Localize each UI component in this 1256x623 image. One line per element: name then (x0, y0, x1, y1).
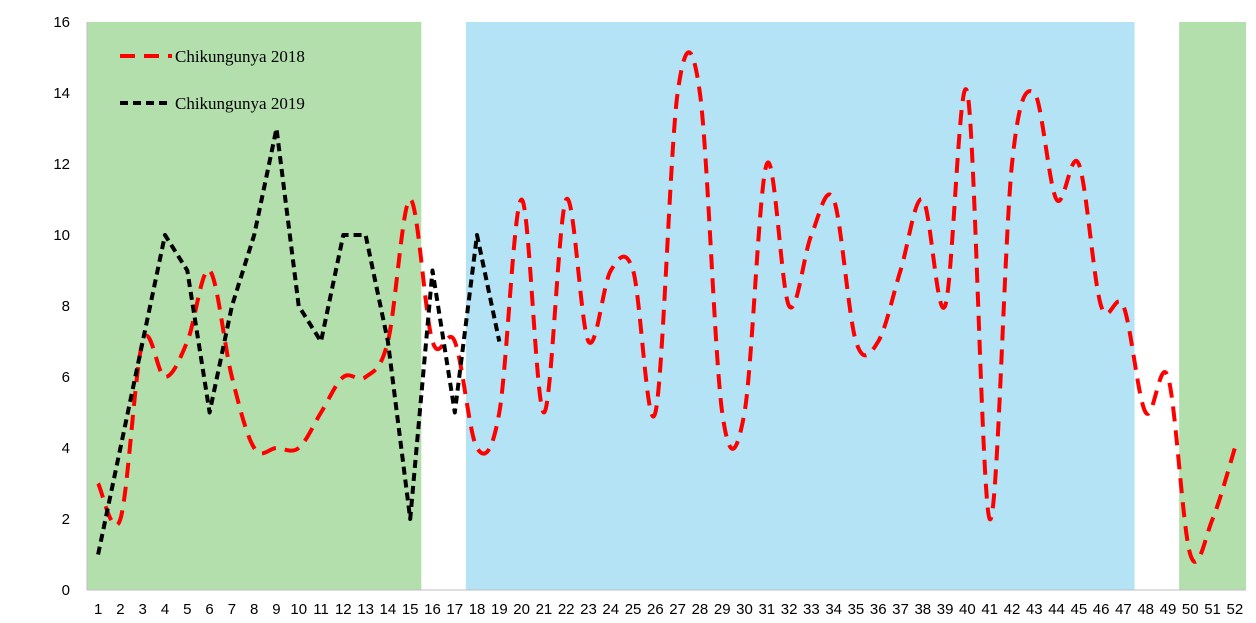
x-tick-label: 5 (183, 601, 191, 618)
x-tick-label: 6 (205, 601, 213, 618)
x-tick-label: 23 (580, 601, 597, 618)
x-tick-label: 29 (714, 601, 731, 618)
x-tick-label: 9 (272, 601, 280, 618)
x-tick-label: 7 (228, 601, 236, 618)
x-tick-label: 3 (139, 601, 147, 618)
x-tick-label: 17 (446, 601, 463, 618)
x-tick-label: 8 (250, 601, 258, 618)
x-tick-label: 10 (290, 601, 307, 618)
x-tick-label: 19 (491, 601, 508, 618)
x-tick-label: 32 (781, 601, 798, 618)
x-tick-label: 39 (937, 601, 954, 618)
x-tick-label: 48 (1137, 601, 1154, 618)
x-tick-label: 42 (1004, 601, 1021, 618)
series-line-chikungunya-2019 (96, 126, 502, 555)
x-tick-label: 24 (602, 601, 619, 618)
background-bands (87, 22, 1246, 590)
x-tick-label: 14 (380, 601, 397, 618)
x-tick-label: 37 (892, 601, 909, 618)
y-tick-labels: 0 2 4 6 8 10 12 14 16 (53, 14, 70, 599)
x-tick-label: 4 (161, 601, 169, 618)
x-tick-label: 11 (313, 601, 329, 618)
x-tick-label: 50 (1182, 601, 1199, 618)
x-tick-label: 36 (870, 601, 887, 618)
x-tick-label: 2 (116, 601, 124, 618)
axes (86, 22, 1246, 591)
x-tick-label: 41 (981, 601, 998, 618)
y-tick-label: 6 (62, 369, 70, 386)
x-tick-label: 43 (1026, 601, 1043, 618)
y-tick-label: 2 (62, 511, 70, 528)
y-tick-label: 10 (53, 227, 70, 244)
legend: Chikungunya 2018 Chikungunya 2019 (120, 47, 305, 113)
background-band-3 (1179, 22, 1246, 590)
legend-label-2019: Chikungunya 2019 (175, 94, 305, 113)
y-tick-label: 14 (53, 85, 70, 102)
x-tick-label: 20 (513, 601, 530, 618)
y-tick-label: 12 (53, 156, 70, 173)
x-tick-label: 25 (625, 601, 642, 618)
x-tick-label: 12 (335, 601, 352, 618)
x-tick-label: 31 (758, 601, 775, 618)
x-tick-label: 28 (692, 601, 709, 618)
x-tick-label: 21 (536, 601, 553, 618)
x-tick-label: 51 (1204, 601, 1221, 618)
y-tick-label: 0 (62, 582, 70, 599)
x-tick-labels: 1 2 3 4 5 6 7 8 9 10 11 12 13 14 15 16 17 18 19 20 21 22 23 24 2… (94, 601, 1243, 618)
background-band-1 (87, 22, 422, 590)
x-tick-label: 26 (647, 601, 664, 618)
x-tick-label: 1 (94, 601, 102, 618)
y-tick-label: 16 (53, 14, 70, 31)
x-tick-label: 33 (803, 601, 820, 618)
x-tick-label: 45 (1070, 601, 1087, 618)
x-tick-label: 52 (1227, 601, 1244, 618)
background-band-2 (465, 22, 1135, 590)
x-tick-label: 35 (848, 601, 865, 618)
x-tick-label: 34 (825, 601, 842, 618)
y-tick-label: 4 (62, 440, 70, 457)
legend-label-2018: Chikungunya 2018 (175, 47, 305, 66)
x-tick-label: 38 (914, 601, 931, 618)
x-tick-label: 13 (357, 601, 374, 618)
x-tick-label: 44 (1048, 601, 1065, 618)
x-tick-label: 27 (669, 601, 686, 618)
x-tick-label: 49 (1160, 601, 1177, 618)
x-tick-label: 18 (469, 601, 486, 618)
x-tick-label: 46 (1093, 601, 1110, 618)
x-tick-label: 40 (959, 601, 976, 618)
x-tick-label: 47 (1115, 601, 1132, 618)
series-line-chikungunya-2018 (96, 50, 1237, 564)
x-tick-label: 30 (736, 601, 753, 618)
x-tick-label: 22 (558, 601, 575, 618)
x-tick-label: 15 (402, 601, 419, 618)
y-tick-label: 8 (62, 298, 70, 315)
series-lines (96, 50, 1237, 564)
x-tick-label: 16 (424, 601, 441, 618)
